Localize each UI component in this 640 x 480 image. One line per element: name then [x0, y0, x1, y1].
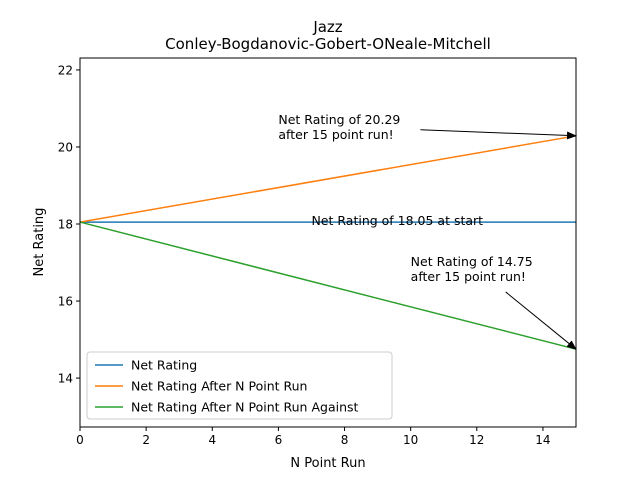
y-tick-label: 16	[58, 295, 73, 309]
legend-label-after-run: Net Rating After N Point Run	[131, 379, 307, 394]
y-tick-label: 22	[58, 63, 73, 77]
series-line-2	[79, 221, 577, 350]
chart-title: Jazz	[312, 18, 342, 36]
legend-box	[86, 351, 393, 420]
y-tick-label: 20	[58, 140, 73, 154]
x-tick-label: 0	[76, 433, 84, 447]
y-tick-label: 14	[58, 372, 73, 386]
annotation-arrow-2	[505, 291, 577, 350]
x-tick-label: 14	[535, 433, 550, 447]
plot-area: 0 2 4 6 8 10 12 14 14 16 18 20 22 Net Rating of 20.29…	[58, 63, 577, 447]
annotation-2-line-0: Net Rating of 14.75	[411, 254, 533, 269]
x-tick-label: 6	[275, 433, 283, 447]
y-tick-label: 18	[58, 218, 73, 232]
chart-subtitle: Conley-Bogdanovic-Gobert-ONeale-Mitchell	[165, 35, 491, 53]
series-line-1	[79, 135, 577, 223]
annotation-0-line-0: Net Rating of 20.29	[278, 112, 400, 127]
x-tick-label: 8	[341, 433, 349, 447]
annotation-arrow-0	[420, 129, 577, 140]
legend-label-net-rating: Net Rating	[131, 358, 197, 373]
x-axis-label: N Point Run	[290, 456, 365, 471]
x-tick-label: 4	[208, 433, 216, 447]
x-tick-label: 2	[142, 433, 150, 447]
plot-frame	[79, 57, 577, 428]
annotation-0-line-1: after 15 point run!	[278, 127, 393, 142]
annotation-1-line-0: Net Rating of 18.05 at start	[311, 213, 483, 228]
legend-label-after-run-against: Net Rating After N Point Run Against	[131, 400, 359, 415]
annotation-2-line-1: after 15 point run!	[411, 269, 526, 284]
x-tick-label: 12	[469, 433, 484, 447]
x-tick-label: 10	[403, 433, 418, 447]
y-axis-label: Net Rating	[32, 208, 47, 277]
legend: Net Rating Net Rating After N Point Run …	[86, 351, 393, 420]
